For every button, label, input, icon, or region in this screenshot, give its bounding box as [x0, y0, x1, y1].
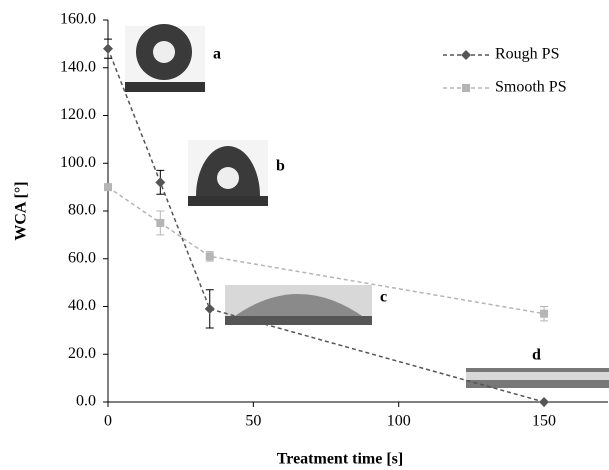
x-tick-label: 100 [387, 413, 411, 430]
y-tick-label: 160.0 [60, 11, 96, 28]
marker [462, 84, 470, 92]
inset-c-base [225, 316, 372, 325]
y-tick-label: 100.0 [60, 154, 96, 171]
marker [539, 397, 550, 407]
y-tick-label: 60.0 [68, 249, 96, 266]
marker [204, 303, 215, 314]
y-axis-label: WCA [°] [13, 181, 30, 240]
annotation: a [213, 46, 221, 63]
y-tick-label: 140.0 [60, 58, 96, 75]
marker [205, 252, 214, 261]
marker [103, 43, 113, 54]
inset-d-film [466, 372, 609, 380]
x-tick-label: 50 [245, 413, 261, 430]
droplet-a-highlight [153, 41, 175, 63]
droplet-b-highlight [217, 167, 239, 189]
marker [104, 183, 112, 192]
annotation: d [532, 347, 541, 364]
series-line [107, 186, 545, 315]
droplet-c [232, 294, 365, 318]
y-tick-label: 80.0 [68, 202, 96, 219]
marker [461, 50, 471, 60]
series-line [107, 48, 545, 403]
inset-a-base [125, 82, 205, 92]
inset-images: a b c d [125, 24, 609, 388]
marker [156, 218, 165, 227]
x-tick-label: 150 [532, 413, 556, 430]
y-tick-label: 120.0 [60, 106, 96, 123]
y-tick-label: 40.0 [68, 297, 96, 314]
legend-label: Rough PS [495, 46, 559, 63]
x-axis-label: Treatment time [s] [277, 451, 403, 468]
annotation: b [276, 158, 285, 175]
marker [155, 177, 166, 188]
y-tick-label: 0.0 [76, 393, 96, 410]
marker [540, 309, 549, 318]
x-tick-label: 0 [104, 413, 112, 430]
annotation: c [380, 289, 387, 306]
y-tick-label: 20.0 [68, 345, 96, 362]
inset-b-base [188, 196, 268, 206]
legend-label: Smooth PS [495, 79, 567, 96]
